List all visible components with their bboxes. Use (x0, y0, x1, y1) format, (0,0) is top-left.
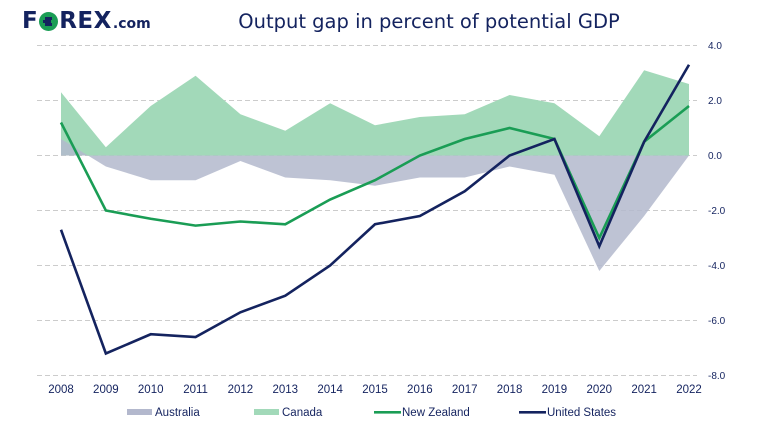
logo-domain: .com (112, 16, 151, 32)
legend-swatch (519, 411, 546, 414)
legend-swatch (127, 409, 152, 415)
legend-label: Canada (282, 407, 323, 419)
legend-item-united-states: United States (519, 407, 616, 419)
x-tick-label: 2022 (676, 384, 702, 396)
legend-swatch (254, 409, 279, 415)
chart-title: Output gap in percent of potential GDP (238, 10, 620, 33)
y-tick-label: 0.0 (708, 151, 722, 162)
x-tick-label: 2011 (183, 384, 208, 396)
x-tick-label: 2012 (228, 384, 254, 396)
logo-letter-f: F (22, 8, 39, 34)
legend-item-canada: Canada (254, 407, 323, 419)
area-canada (61, 70, 689, 156)
x-axis: 2008 2009 2010 2011 2012 2013 2014 2015 2016 2017… (48, 384, 702, 396)
x-tick-label: 2009 (93, 384, 119, 396)
legend-swatch (374, 411, 401, 414)
x-tick-label: 2017 (452, 384, 478, 396)
legend-label: Australia (155, 407, 200, 419)
y-tick-label: -2.0 (708, 206, 726, 217)
x-tick-label: 2019 (542, 384, 568, 396)
legend-item-australia: Australia (127, 407, 200, 419)
legend-label: New Zealand (402, 407, 470, 419)
y-tick-label: -8.0 (708, 371, 726, 382)
y-tick-label: -4.0 (708, 261, 726, 272)
y-tick-label: 4.0 (708, 41, 722, 52)
area-australia (61, 139, 689, 271)
x-tick-label: 2021 (631, 384, 657, 396)
y-tick-label: 2.0 (708, 96, 722, 107)
x-tick-label: 2013 (272, 384, 298, 396)
line-series (59, 64, 691, 356)
legend-label: United States (547, 407, 616, 419)
forex-logo: F REX .com (22, 8, 151, 38)
y-tick-label: -6.0 (708, 316, 726, 327)
euro-coin-icon (39, 11, 59, 31)
logo-letters-rex: REX (59, 8, 112, 34)
x-tick-label: 2015 (362, 384, 388, 396)
x-tick-label: 2020 (586, 384, 612, 396)
x-tick-label: 2014 (317, 384, 343, 396)
legend: Australia Canada New Zealand United States (127, 407, 616, 419)
logo-wordmark: F REX (22, 8, 112, 34)
x-tick-label: 2016 (407, 384, 433, 396)
legend-item-new-zealand: New Zealand (374, 407, 470, 419)
x-tick-label: 2008 (48, 384, 74, 396)
y-axis: 4.0 2.0 0.0 -2.0 -4.0 -6.0 -8.0 (708, 41, 726, 382)
x-tick-label: 2018 (497, 384, 523, 396)
x-tick-label: 2010 (138, 384, 164, 396)
